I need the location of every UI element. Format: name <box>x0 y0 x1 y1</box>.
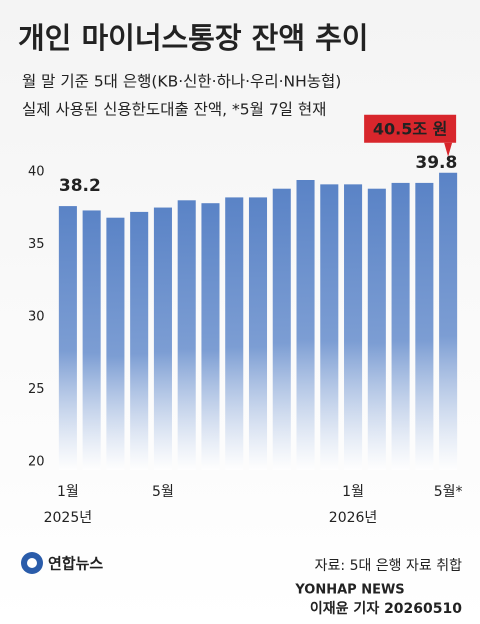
subtitle: 월 말 기준 5대 은행(KB·신한·하나·우리·NH농협) <box>22 73 341 91</box>
x-tick-label: 5월* <box>434 484 463 500</box>
credit: 이재윤 기자 20260510 <box>310 600 462 617</box>
y-tick-label: 25 <box>28 382 45 397</box>
value-label: 39.8 <box>415 153 457 173</box>
bar <box>58 206 77 470</box>
logo-icon <box>27 558 37 568</box>
x-tick-label: 5월 <box>152 484 174 500</box>
value-label: 38.2 <box>59 176 101 196</box>
bar <box>106 217 125 470</box>
x-group-label: 2025년 <box>44 510 93 526</box>
y-tick-label: 20 <box>28 455 45 470</box>
x-tick-label: 1월 <box>57 484 79 500</box>
bar <box>201 203 220 470</box>
watermark: YONHAP NEWS <box>294 583 404 598</box>
y-tick-label: 30 <box>28 310 45 325</box>
bar <box>391 182 410 470</box>
bar <box>153 207 172 471</box>
bar <box>272 188 291 470</box>
bar <box>415 182 434 470</box>
bar <box>367 188 386 470</box>
bar <box>177 200 196 471</box>
bar <box>320 184 339 470</box>
bar <box>225 197 244 470</box>
bar <box>248 197 268 470</box>
source: 자료: 5대 은행 자료 취합 <box>315 558 462 574</box>
callout-pointer <box>444 142 453 157</box>
y-tick-label: 35 <box>28 237 45 252</box>
publisher-logo: 연합뉴스 <box>48 555 103 573</box>
bar <box>296 180 315 470</box>
subtitle: 실제 사용된 신용한도대출 잔액, *5월 7일 현재 <box>22 101 326 119</box>
x-group-label: 2026년 <box>329 510 378 526</box>
chart-title: 개인 마이너스통장 잔액 추이 <box>18 21 368 55</box>
y-tick-label: 40 <box>28 165 45 180</box>
bar <box>82 210 101 470</box>
x-tick-label: 1월 <box>342 484 364 500</box>
value-label: 40.5조 원 <box>373 119 448 138</box>
bar <box>130 211 149 470</box>
bar <box>439 172 458 470</box>
callout-box <box>364 114 457 143</box>
bar <box>344 184 363 470</box>
